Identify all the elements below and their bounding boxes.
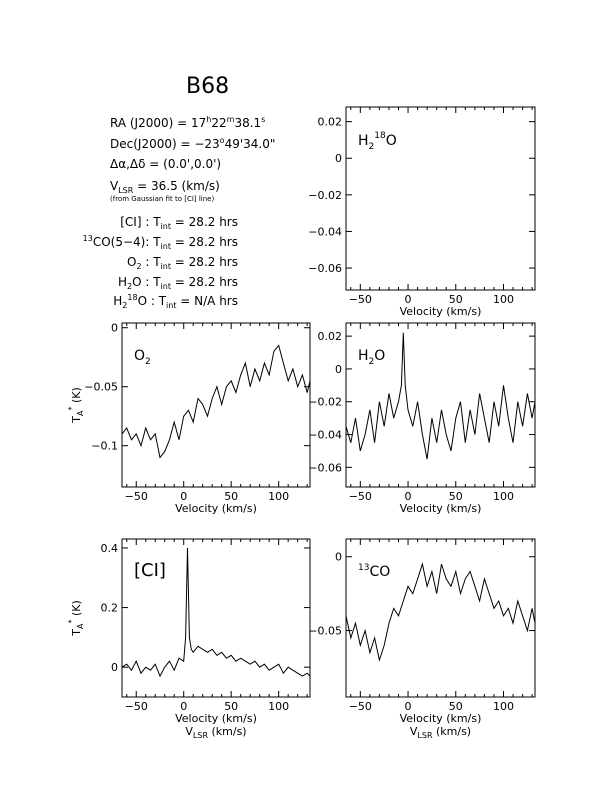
ra-line: RA (J2000) = 17h22m38.1s [110,115,265,130]
tint-o2: O2 : Tint = 28.2 hrs [127,255,238,271]
x-tick-label: 100 [493,700,514,713]
plot-frame [345,106,536,291]
y-tick-label: −0.06 [308,461,342,474]
y-axis-label: TA* (K) [67,387,85,424]
x-tick-label: 50 [449,700,463,713]
dec-line: Dec(J2000) = −23o49'34.0" [110,136,275,151]
x-axis-label: Velocity (km/s) [400,305,482,318]
y-tick-label: −0.02 [308,189,342,202]
tint-ci: [CI] : Tint = 28.2 hrs [120,215,238,231]
y-tick-label: 0.02 [318,116,343,129]
x-axis-label: Velocity (km/s) [175,502,257,515]
spectra-panels: −50 0 50 100 0.02 0 −0.02 −0.04 −0.06 Velocity (k… [67,106,536,740]
spectrum-line-h2o [345,332,536,460]
x-tick-label: 50 [224,490,238,503]
vlsr-note: (from Gaussian fit to [CI] line) [110,195,214,203]
x-tick-label: −50 [125,490,148,503]
y-tick-label: −0.02 [308,396,342,409]
panel-label-ci: [CI] [134,560,166,581]
y-tick-label: 0 [111,322,118,335]
tint-h218o: H218O : Tint = N/A hrs [113,293,238,310]
panel-h2o: −50 0 50 100 0.02 0 −0.02 −0.04 −0.06 Velocity (k… [308,322,536,515]
y-tick-label: −0.1 [91,440,118,453]
y-tick-label: −0.05 [308,625,342,638]
plot-frame [345,322,536,488]
x-tick-label: −50 [125,700,148,713]
y-tick-label: −0.04 [308,225,342,238]
x-tick-label: 0 [180,490,187,503]
panel-13co: −50 0 50 100 0 −0.05 Velocity (km/s)VLSR (km/s… [308,538,536,740]
y-tick-label: −0.06 [308,262,342,275]
offset-line: Δα,Δδ = (0.0',0.0') [110,157,221,171]
panel-h218o: −50 0 50 100 0.02 0 −0.02 −0.04 −0.06 Velocity (k… [308,106,536,318]
x-tick-label: 100 [268,490,289,503]
x-tick-label: −50 [349,700,372,713]
plot-frame [121,538,311,698]
panel-label-o2: O2 [134,348,151,367]
x-tick-label: 100 [493,490,514,503]
x-tick-label: 0 [405,700,412,713]
plot-frame [121,322,311,488]
y-tick-label: −0.05 [84,381,118,394]
tint-13co: 13CO(5−4): Tint = 28.2 hrs [83,234,238,251]
plot-frame [345,538,536,698]
x-tick-label: 0 [180,700,187,713]
x-axis-label: Velocity (km/s) [175,712,257,725]
vlsr-line: VLSR = 36.5 (km/s) [110,179,220,195]
x-tick-label: −50 [349,490,372,503]
x-tick-label: 100 [268,700,289,713]
x-tick-label: −50 [349,293,372,306]
y-tick-label: 0 [335,551,342,564]
y-tick-label: 0 [335,363,342,376]
panel-label-h2o: H2O [358,348,385,367]
spectrum-line-13co [345,562,536,663]
x-axis-label: Velocity (km/s) [400,502,482,515]
y-tick-label: 0.4 [101,542,119,555]
panel-label-h218o: H218O [358,131,397,152]
spectrum-line-ci [121,547,311,678]
vlsr-axis-label: VLSR (km/s) [410,725,471,740]
y-axis-label: TA* (K) [67,600,85,637]
y-tick-label: 0.2 [101,602,119,615]
panel-label-13co: 13CO [358,563,390,580]
y-tick-label: 0 [111,661,118,674]
x-tick-label: 100 [493,293,514,306]
panel-o2: −50 0 50 100 0 −0.05 −0.1 Velocity (km/s) TA* (K… [67,322,311,515]
x-tick-label: 50 [449,293,463,306]
x-tick-label: 0 [405,490,412,503]
x-tick-label: 50 [224,700,238,713]
y-tick-label: 0.02 [318,330,343,343]
y-tick-label: 0 [335,152,342,165]
y-tick-label: −0.04 [308,429,342,442]
x-tick-label: 0 [405,293,412,306]
figure-title: B68 [186,74,229,99]
x-tick-label: 50 [449,490,463,503]
vlsr-axis-label: VLSR (km/s) [185,725,246,740]
x-axis-label: Velocity (km/s) [400,712,482,725]
tint-h2o: H2O : Tint = 28.2 hrs [118,275,238,291]
spectrum-line-o2 [121,344,311,459]
